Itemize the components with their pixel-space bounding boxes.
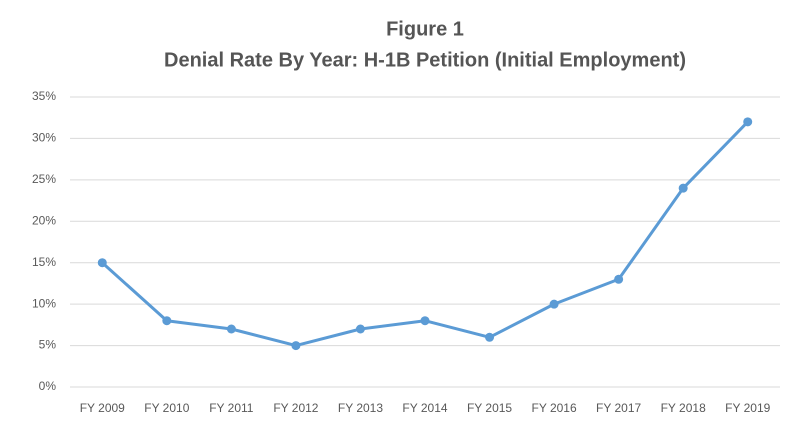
y-tick-label: 25% [32, 172, 56, 186]
x-tick-label: FY 2015 [467, 401, 512, 415]
x-tick-label: FY 2014 [402, 401, 447, 415]
marker [485, 332, 495, 342]
marker [97, 258, 107, 268]
marker [162, 316, 172, 326]
marker [743, 117, 753, 127]
x-tick-label: FY 2010 [144, 401, 189, 415]
x-tick-label: FY 2017 [596, 401, 641, 415]
marker [355, 324, 365, 334]
y-tick-label: 0% [39, 379, 57, 393]
x-tick-label: FY 2012 [273, 401, 318, 415]
marker [420, 316, 430, 326]
marker [614, 274, 624, 284]
marker [226, 324, 236, 334]
y-tick-label: 20% [32, 213, 56, 227]
marker [549, 299, 559, 309]
x-tick-label: FY 2013 [338, 401, 383, 415]
line [101, 120, 749, 348]
y-tick-label: 5% [39, 338, 57, 352]
x-tick-label: FY 2011 [209, 401, 254, 415]
marker [291, 341, 301, 351]
x-tick-label: FY 2019 [725, 401, 770, 415]
y-tick-label: 35% [32, 89, 56, 103]
y-tick-label: 30% [32, 131, 56, 145]
x-tick-label: FY 2009 [80, 401, 125, 415]
chart-subtitle: Denial Rate By Year: H-1B Petition (Init… [164, 49, 686, 71]
chart-title: Figure 1 [386, 18, 464, 40]
y-tick-label: 15% [32, 255, 56, 269]
x-tick-label: FY 2018 [661, 401, 706, 415]
x-tick-label: FY 2016 [532, 401, 577, 415]
marker [678, 183, 688, 193]
y-tick-label: 10% [32, 296, 56, 310]
